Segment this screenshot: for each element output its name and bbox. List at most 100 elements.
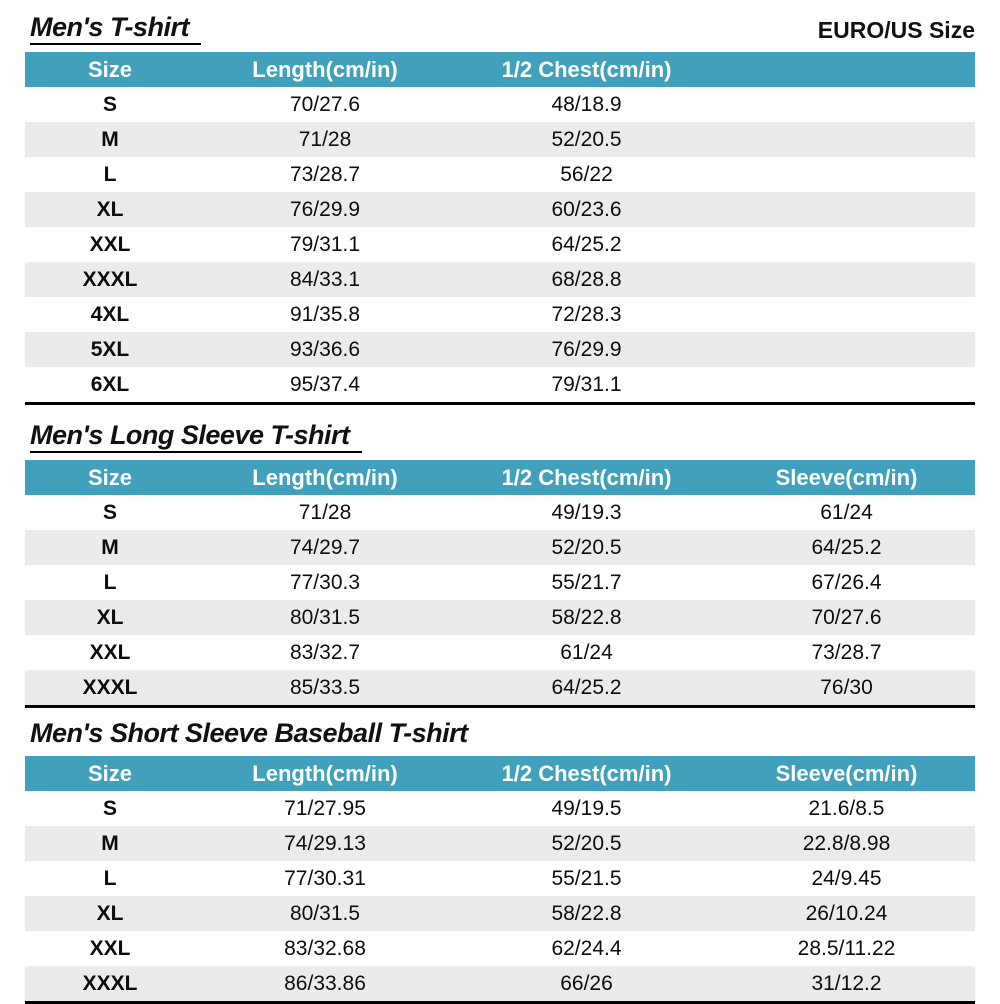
- column-header: Length(cm/in): [195, 52, 455, 87]
- table-row: S 70/27.6 48/18.9: [25, 87, 975, 122]
- size-table-mens-tshirt: Size Length(cm/in) 1/2 Chest(cm/in) S 70/27…: [25, 52, 975, 405]
- value-cell: 70/27.6: [811, 605, 882, 629]
- section-mens-long-sleeve-tshirt: Men's Long Sleeve T-shirt Size Length(cm/…: [0, 420, 1000, 708]
- value-cell: [718, 332, 975, 367]
- value-cell: 58/22.8: [551, 901, 622, 925]
- table-row: XXL 83/32.7 61/24 73/28.7: [25, 635, 975, 670]
- value-cell: 91/35.8: [289, 302, 361, 326]
- table-row: L 73/28.7 56/22: [25, 157, 975, 192]
- value-cell: 49/19.3: [551, 500, 622, 524]
- section-mens-short-sleeve-baseball-tshirt: Men's Short Sleeve Baseball T-shirt Size…: [0, 718, 1000, 1004]
- value-cell: 31/12.2: [811, 971, 882, 995]
- value-cell: 84/33.1: [289, 267, 361, 291]
- table-row: XL 80/31.5 58/22.8 70/27.6: [25, 600, 975, 635]
- header-row: Size Length(cm/in) 1/2 Chest(cm/in): [25, 52, 975, 87]
- section-head: Men's T-shirt EURO/US Size: [30, 12, 975, 45]
- table-row: XXXL 85/33.5 64/25.2 76/30: [25, 670, 975, 707]
- table-row: 6XL 95/37.4 79/31.1: [25, 367, 975, 404]
- value-cell: 55/21.5: [551, 866, 622, 890]
- value-cell: 71/28: [298, 500, 352, 524]
- size-cell: XL: [96, 901, 124, 925]
- table-row: M 74/29.7 52/20.5 64/25.2: [25, 530, 975, 565]
- size-cell: L: [103, 570, 117, 594]
- value-cell: 74/29.7: [289, 535, 361, 559]
- value-cell: 79/31.1: [551, 372, 622, 396]
- column-header: 1/2 Chest(cm/in): [455, 460, 718, 495]
- size-cell: S: [102, 796, 117, 820]
- size-cell: 5XL: [90, 337, 130, 361]
- value-cell: 61/24: [560, 640, 613, 664]
- table-title-mens-tshirt: Men's T-shirt: [30, 12, 201, 45]
- column-header: Length(cm/in): [195, 460, 455, 495]
- size-cell: XL: [96, 605, 124, 629]
- value-cell: [718, 227, 975, 262]
- table-row: 4XL 91/35.8 72/28.3: [25, 297, 975, 332]
- table-row: 5XL 93/36.6 76/29.9: [25, 332, 975, 367]
- value-cell: 61/24: [820, 500, 873, 524]
- table-row: XXXL 86/33.86 66/26 31/12.2: [25, 966, 975, 1003]
- value-cell: 55/21.7: [551, 570, 622, 594]
- value-cell: 66/26: [560, 971, 613, 995]
- value-cell: 95/37.4: [289, 372, 361, 396]
- size-cell: L: [103, 866, 117, 890]
- value-cell: 64/25.2: [551, 232, 622, 256]
- value-cell: 72/28.3: [551, 302, 622, 326]
- size-cell: XXL: [89, 640, 131, 664]
- value-cell: 21.6/8.5: [808, 796, 885, 820]
- column-header: Sleeve(cm/in): [718, 756, 975, 791]
- table-row: S 71/27.95 49/19.5 21.6/8.5: [25, 791, 975, 826]
- value-cell: [718, 87, 975, 122]
- size-cell: XXXL: [82, 971, 138, 995]
- value-cell: 76/29.9: [551, 337, 622, 361]
- value-cell: 74/29.13: [284, 831, 366, 855]
- column-header: Sleeve(cm/in): [718, 460, 975, 495]
- section-head: Men's Short Sleeve Baseball T-shirt: [30, 718, 975, 749]
- column-header: [718, 52, 975, 87]
- value-cell: 52/20.5: [551, 831, 622, 855]
- header-row: Size Length(cm/in) 1/2 Chest(cm/in) Sleeve(…: [25, 460, 975, 495]
- value-cell: 80/31.5: [289, 605, 361, 629]
- value-cell: 76/30: [820, 675, 873, 699]
- section-mens-tshirt: Men's T-shirt EURO/US Size Size Length(cm…: [0, 12, 1000, 405]
- value-cell: 80/31.5: [289, 901, 361, 925]
- table-row: XXXL 84/33.1 68/28.8: [25, 262, 975, 297]
- size-cell: XXXL: [82, 267, 138, 291]
- value-cell: 77/30.3: [289, 570, 361, 594]
- table-row: XL 80/31.5 58/22.8 26/10.24: [25, 896, 975, 931]
- size-cell: S: [102, 92, 117, 116]
- size-cell: XXXL: [82, 675, 138, 699]
- section-head: Men's Long Sleeve T-shirt: [30, 420, 975, 453]
- value-cell: 62/24.4: [551, 936, 622, 960]
- value-cell: 64/25.2: [811, 535, 882, 559]
- value-cell: 77/30.31: [284, 866, 366, 890]
- value-cell: [718, 157, 975, 192]
- size-table-mens-short-sleeve-baseball-tshirt: Size Length(cm/in) 1/2 Chest(cm/in) Sleeve(…: [25, 756, 975, 1004]
- column-header: Size: [25, 52, 195, 87]
- size-cell: M: [101, 831, 119, 855]
- value-cell: 49/19.5: [551, 796, 622, 820]
- table-row: S 71/28 49/19.3 61/24: [25, 495, 975, 530]
- column-header: Size: [25, 460, 195, 495]
- value-cell: 52/20.5: [551, 127, 622, 151]
- value-cell: [718, 367, 975, 404]
- table-row: XL 76/29.9 60/23.6: [25, 192, 975, 227]
- value-cell: 24/9.45: [811, 866, 882, 890]
- column-header: Length(cm/in): [195, 756, 455, 791]
- value-cell: 71/28: [298, 127, 352, 151]
- size-cell: 4XL: [90, 302, 130, 326]
- size-cell: M: [101, 127, 119, 151]
- table-row: M 71/28 52/20.5: [25, 122, 975, 157]
- value-cell: 76/29.9: [289, 197, 361, 221]
- column-header: 1/2 Chest(cm/in): [455, 756, 718, 791]
- value-cell: 22.8/8.98: [802, 831, 891, 855]
- table-title-mens-long-sleeve-tshirt: Men's Long Sleeve T-shirt: [30, 420, 362, 453]
- size-cell: XXL: [89, 232, 131, 256]
- value-cell: [718, 192, 975, 227]
- value-cell: 28.5/11.22: [797, 936, 896, 960]
- value-cell: 83/32.68: [284, 936, 366, 960]
- value-cell: 93/36.6: [289, 337, 361, 361]
- size-cell: XXL: [89, 936, 131, 960]
- table-row: L 77/30.31 55/21.5 24/9.45: [25, 861, 975, 896]
- table-body: S 71/28 49/19.3 61/24 M 74/29.7 52/20.5 64/25.2…: [25, 495, 975, 707]
